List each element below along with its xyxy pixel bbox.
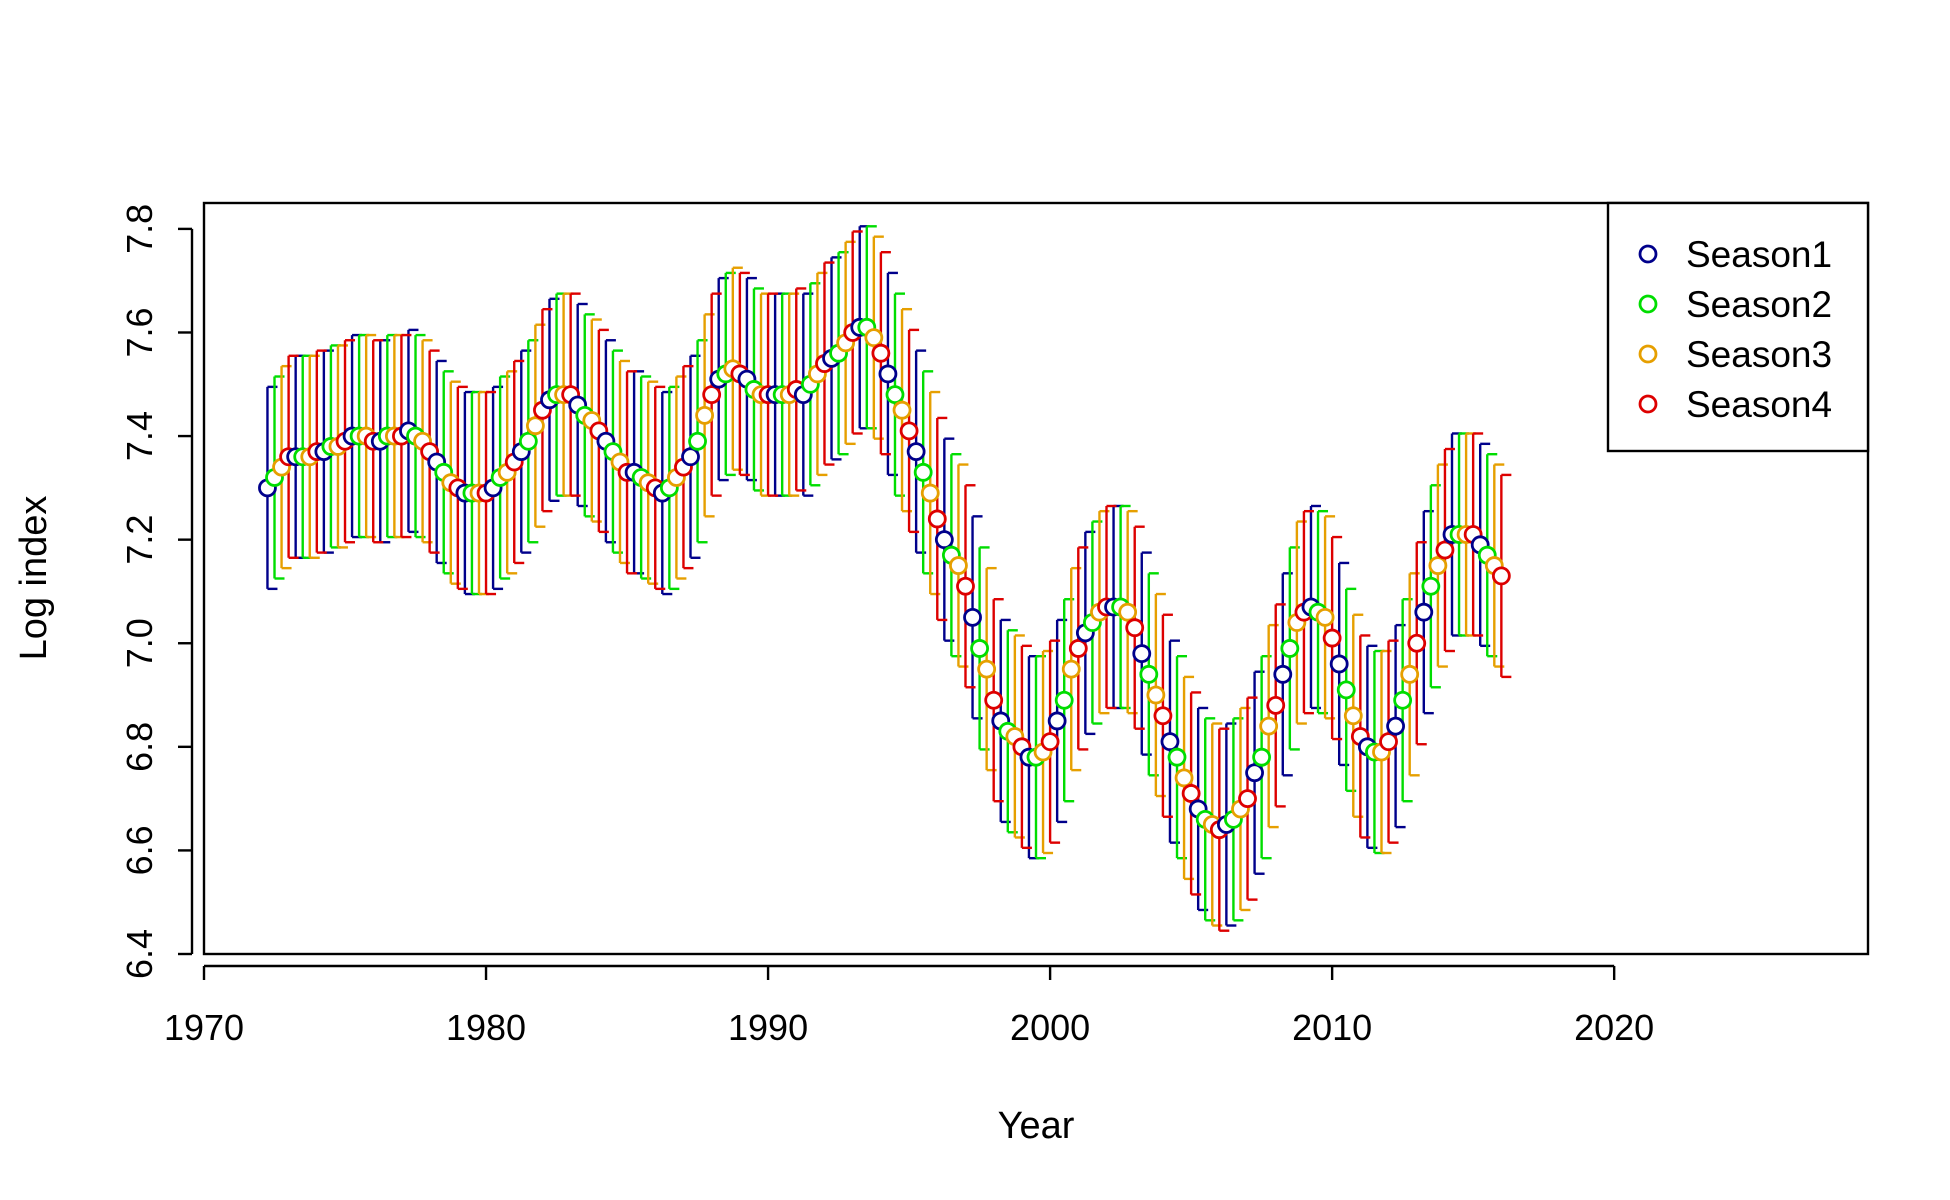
data-point xyxy=(878,364,898,384)
data-point xyxy=(1379,732,1398,752)
error-bars-layer xyxy=(266,225,1512,932)
data-point xyxy=(1132,644,1152,663)
data-point xyxy=(1054,690,1074,710)
data-point xyxy=(1414,602,1434,622)
data-point xyxy=(1386,716,1405,736)
data-point xyxy=(518,431,538,451)
y-tick-label: 7.0 xyxy=(119,618,160,668)
y-tick-label: 7.2 xyxy=(119,515,160,565)
y-tick-label: 6.8 xyxy=(119,722,160,772)
legend-items: Season1 Season2 Season3 Season4 xyxy=(1638,234,1832,425)
x-axis-title: Year xyxy=(998,1105,1075,1147)
data-point xyxy=(1393,690,1413,710)
data-point xyxy=(927,509,947,529)
x-tick-label: 2020 xyxy=(1574,1007,1654,1048)
data-point xyxy=(1061,659,1081,679)
data-point xyxy=(871,343,891,363)
legend-marker xyxy=(1638,344,1658,364)
data-point xyxy=(864,328,884,348)
data-point xyxy=(1336,680,1356,700)
y-tick-label: 7.6 xyxy=(119,307,160,357)
data-point xyxy=(1400,664,1420,684)
data-point xyxy=(1160,732,1180,752)
data-point xyxy=(1273,664,1293,684)
data-point xyxy=(956,576,975,596)
data-point xyxy=(695,405,715,425)
y-axis-title: Log index xyxy=(13,496,55,661)
legend-label: Season1 xyxy=(1686,234,1832,275)
data-point xyxy=(977,659,997,679)
data-point xyxy=(1181,784,1201,803)
data-point xyxy=(949,556,968,575)
data-point xyxy=(681,447,700,467)
x-tick-label: 2010 xyxy=(1292,1007,1372,1048)
data-point xyxy=(1153,706,1173,726)
data-point xyxy=(1421,576,1441,596)
data-point xyxy=(1491,566,1511,586)
data-point xyxy=(1252,747,1272,767)
data-point xyxy=(1047,711,1067,731)
y-tick-label: 7.4 xyxy=(119,411,160,461)
data-point xyxy=(1343,706,1363,726)
data-point xyxy=(899,421,919,441)
legend-label: Season3 xyxy=(1686,334,1832,375)
x-tick-label: 1970 xyxy=(164,1007,244,1048)
data-point xyxy=(1259,716,1279,736)
legend-marker xyxy=(1638,294,1658,314)
data-point xyxy=(525,416,545,436)
data-point xyxy=(963,607,982,627)
data-point xyxy=(702,385,722,405)
data-point xyxy=(1040,732,1060,752)
points-layer xyxy=(258,317,1511,840)
plot-frame xyxy=(202,201,1870,956)
x-tick-label: 2000 xyxy=(1010,1007,1090,1048)
data-point xyxy=(1315,607,1335,627)
data-point xyxy=(984,690,1004,710)
data-point xyxy=(1428,556,1448,575)
data-point xyxy=(1174,768,1194,788)
data-point xyxy=(1125,618,1145,638)
data-point xyxy=(1280,639,1300,658)
data-point xyxy=(1238,789,1257,809)
data-point xyxy=(892,400,912,420)
data-point xyxy=(1407,633,1427,653)
x-tick-label: 1990 xyxy=(728,1007,808,1048)
legend: Season1 Season2 Season3 Season4 xyxy=(1606,201,1870,453)
data-point xyxy=(1167,747,1187,767)
data-point xyxy=(1266,695,1286,715)
y-tick-label: 6.6 xyxy=(119,825,160,875)
data-point xyxy=(1245,763,1264,783)
data-point xyxy=(906,442,926,462)
legend-marker xyxy=(1638,244,1658,264)
y-tick-label: 7.8 xyxy=(119,204,160,254)
legend-label: Season2 xyxy=(1686,284,1832,325)
data-point xyxy=(934,530,954,550)
axes-layer: 1970 1980 1990 2000 2010 2020 6.4 6.6 6.8 7.0 7.2 7… xyxy=(119,204,1654,1048)
data-point xyxy=(1139,664,1159,684)
data-point xyxy=(885,385,905,405)
data-point xyxy=(970,639,989,658)
data-point xyxy=(1068,639,1088,658)
y-tick-label: 6.4 xyxy=(119,929,160,979)
data-point xyxy=(1322,628,1342,648)
data-point xyxy=(688,431,707,451)
legend-label: Season4 xyxy=(1686,384,1832,425)
legend-marker xyxy=(1638,394,1658,414)
data-point xyxy=(1146,685,1166,705)
data-point xyxy=(920,483,940,503)
data-point xyxy=(1435,540,1455,560)
data-point xyxy=(1329,654,1349,674)
x-tick-label: 1980 xyxy=(446,1007,526,1048)
data-point xyxy=(1118,602,1138,622)
data-point xyxy=(913,462,933,482)
